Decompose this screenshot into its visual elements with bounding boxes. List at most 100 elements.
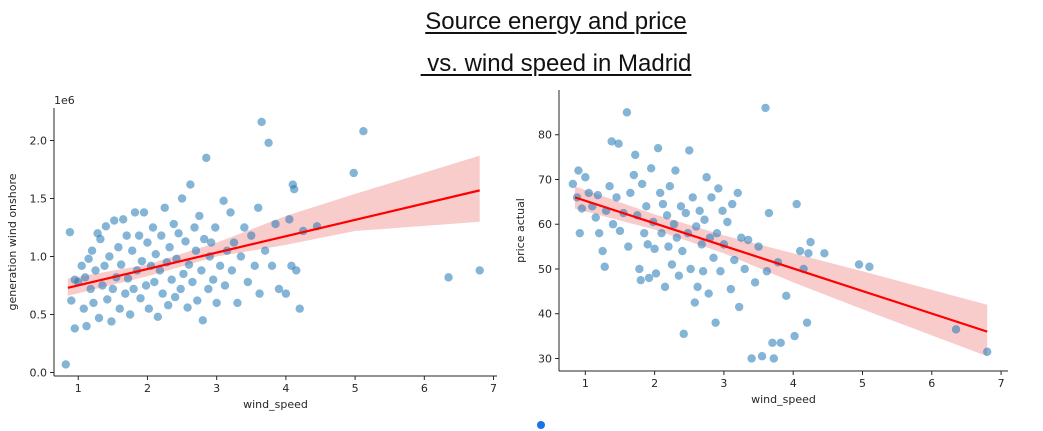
data-point bbox=[702, 173, 711, 182]
data-point bbox=[105, 252, 114, 261]
data-point bbox=[116, 260, 126, 269]
data-point bbox=[444, 273, 453, 282]
data-point bbox=[700, 215, 709, 224]
x-tick-label: 6 bbox=[928, 377, 935, 390]
data-point bbox=[169, 219, 178, 229]
data-point bbox=[165, 243, 174, 252]
data-point bbox=[128, 246, 137, 255]
data-point bbox=[250, 261, 259, 270]
subplot-2: 1 2 3 4 5 6 7 30 40 50 60 70 80 wind_speed price actua… bbox=[514, 90, 1008, 406]
y-axis-offset-label: 1e6 bbox=[54, 94, 75, 107]
data-point bbox=[644, 273, 654, 283]
data-point bbox=[575, 228, 584, 238]
data-point bbox=[622, 108, 632, 117]
data-point bbox=[200, 234, 209, 244]
data-point bbox=[170, 292, 180, 302]
data-point bbox=[768, 338, 777, 348]
data-point bbox=[635, 264, 644, 274]
data-point bbox=[160, 203, 169, 212]
data-point bbox=[593, 190, 603, 200]
data-point bbox=[125, 310, 135, 319]
data-point bbox=[289, 185, 299, 194]
x-tick-label: 5 bbox=[352, 382, 359, 395]
data-point bbox=[103, 295, 112, 304]
data-point bbox=[150, 277, 159, 287]
data-point bbox=[177, 194, 187, 203]
data-point bbox=[951, 325, 961, 334]
data-point bbox=[658, 199, 668, 209]
data-point bbox=[650, 244, 659, 254]
data-point bbox=[802, 318, 812, 327]
data-point bbox=[148, 223, 158, 232]
data-point bbox=[591, 213, 600, 222]
data-point bbox=[96, 234, 105, 244]
data-point bbox=[86, 284, 95, 294]
data-point bbox=[110, 216, 119, 225]
data-point bbox=[349, 168, 358, 178]
data-point bbox=[769, 354, 778, 363]
data-point bbox=[240, 223, 249, 232]
data-point bbox=[600, 262, 609, 271]
data-point bbox=[608, 220, 618, 229]
data-point bbox=[188, 277, 197, 287]
y-tick-label: 1.0 bbox=[30, 251, 48, 264]
data-point bbox=[640, 228, 649, 238]
data-point bbox=[743, 235, 753, 245]
data-point bbox=[215, 261, 225, 270]
data-point bbox=[764, 208, 774, 218]
data-point bbox=[697, 240, 706, 249]
y-tick-label: 0.5 bbox=[30, 309, 48, 322]
data-point bbox=[77, 261, 86, 270]
data-point bbox=[121, 289, 130, 298]
data-point bbox=[211, 223, 220, 232]
y-tick-label: 30 bbox=[538, 352, 552, 365]
data-point bbox=[574, 166, 583, 175]
data-point bbox=[122, 231, 131, 240]
data-point bbox=[723, 217, 732, 227]
data-point bbox=[183, 303, 192, 312]
data-point bbox=[577, 204, 587, 213]
data-point bbox=[80, 273, 90, 282]
regression-line bbox=[574, 196, 988, 333]
chart-title-line-1: Source energy and price bbox=[425, 8, 687, 35]
data-point bbox=[820, 249, 829, 258]
data-point bbox=[607, 137, 616, 146]
data-point bbox=[184, 260, 194, 269]
data-point bbox=[139, 208, 149, 217]
data-point bbox=[598, 246, 607, 256]
data-point bbox=[281, 289, 291, 298]
y-tick-label: 40 bbox=[538, 308, 552, 321]
data-point bbox=[662, 211, 672, 220]
data-point bbox=[198, 316, 208, 325]
data-point bbox=[643, 240, 652, 249]
data-point bbox=[806, 237, 815, 247]
data-point bbox=[757, 352, 767, 361]
data-point bbox=[718, 206, 727, 216]
data-point bbox=[181, 237, 190, 246]
data-point bbox=[612, 193, 621, 202]
data-point bbox=[631, 150, 640, 160]
data-point bbox=[134, 231, 144, 240]
data-point bbox=[651, 269, 661, 278]
y-tick-label: 50 bbox=[538, 263, 552, 276]
data-point bbox=[229, 238, 239, 247]
data-point bbox=[747, 354, 756, 363]
data-point bbox=[292, 266, 301, 275]
data-point bbox=[151, 249, 160, 259]
y-axis-label: price actual bbox=[514, 198, 527, 263]
y-tick-label: 2.0 bbox=[30, 134, 48, 147]
data-point bbox=[671, 166, 680, 175]
subplot-1: 1 2 3 4 5 6 7 0.0 0.5 1.0 1.5 2.0 wind_speed generati… bbox=[6, 94, 497, 411]
confidence-band bbox=[574, 186, 988, 357]
data-point bbox=[84, 254, 93, 264]
data-point bbox=[271, 219, 280, 229]
data-point bbox=[164, 301, 173, 310]
data-point bbox=[615, 226, 625, 236]
data-point bbox=[790, 331, 799, 341]
data-point bbox=[707, 193, 716, 202]
data-point bbox=[762, 267, 772, 276]
data-point bbox=[685, 146, 694, 155]
y-tick-label: 1.5 bbox=[30, 192, 48, 205]
data-point bbox=[679, 329, 688, 339]
y-tick-label: 0.0 bbox=[30, 367, 48, 380]
